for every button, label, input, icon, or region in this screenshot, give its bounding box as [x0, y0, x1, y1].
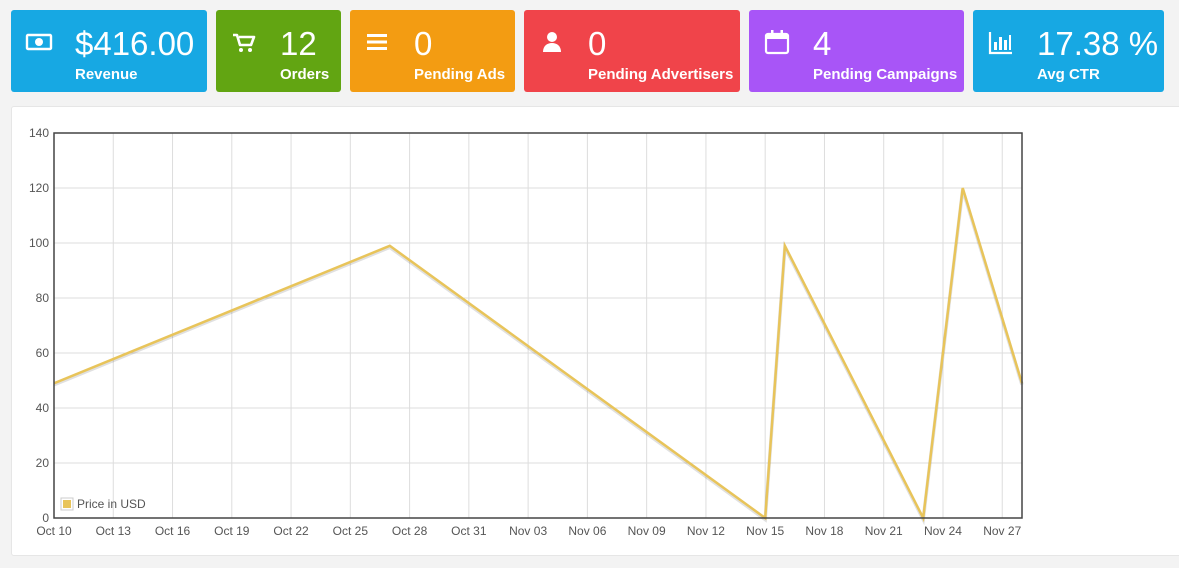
pending-campaigns-label: Pending Campaigns — [813, 66, 958, 83]
x-tick-label: Nov 09 — [628, 524, 666, 538]
series-line — [53, 187, 1024, 523]
x-tick-label: Oct 10 — [36, 524, 72, 538]
legend-swatch — [63, 500, 71, 508]
x-tick-label: Oct 22 — [273, 524, 309, 538]
x-tick-label: Nov 21 — [865, 524, 903, 538]
x-tick-label: Nov 27 — [983, 524, 1021, 538]
x-tick-label: Oct 31 — [451, 524, 487, 538]
y-tick-label: 60 — [36, 346, 50, 360]
cart-icon — [233, 33, 256, 52]
x-tick-label: Oct 25 — [333, 524, 369, 538]
y-tick-label: 80 — [36, 291, 50, 305]
chart-legend: Price in USD — [60, 497, 146, 511]
orders-label: Orders — [280, 66, 330, 83]
avg-ctr-tile[interactable]: 17.38 % Avg CTR — [973, 10, 1164, 92]
chart-panel: 0 20 40 60 80 100 120 140 Oct 10 Oct 13 Oct 16 Oct… — [11, 106, 1179, 556]
x-tick-label: Oct 19 — [214, 524, 250, 538]
revenue-tile[interactable]: $416.00 Revenue — [11, 10, 207, 92]
chart-series — [53, 187, 1024, 526]
plot-frame — [53, 132, 1023, 519]
y-tick-label: 120 — [29, 181, 49, 195]
y-axis: 0 20 40 60 80 100 120 140 — [29, 126, 49, 525]
avg-ctr-value: 17.38 % — [1037, 25, 1159, 62]
calendar-icon — [764, 30, 790, 55]
legend-label: Price in USD — [77, 497, 146, 511]
x-axis: Oct 10 Oct 13 Oct 16 Oct 19 Oct 22 Oct 25 Oct … — [36, 524, 1021, 538]
pending-ads-value: 0 — [414, 25, 433, 62]
x-tick-label: Oct 16 — [155, 524, 191, 538]
y-tick-label: 0 — [42, 511, 49, 525]
bar-chart-icon — [988, 32, 1012, 55]
revenue-value: $416.00 — [75, 25, 195, 62]
pending-campaigns-value: 4 — [813, 25, 832, 62]
avg-ctr-label: Avg CTR — [1037, 66, 1100, 83]
pending-ads-label: Pending Ads — [414, 66, 506, 83]
x-tick-label: Nov 18 — [805, 524, 843, 538]
y-tick-label: 20 — [36, 456, 50, 470]
x-tick-label: Oct 28 — [392, 524, 428, 538]
x-tick-label: Oct 13 — [96, 524, 132, 538]
pending-ads-tile[interactable]: 0 Pending Ads — [350, 10, 515, 92]
orders-tile[interactable]: 12 Orders — [216, 10, 341, 92]
x-tick-label: Nov 03 — [509, 524, 547, 538]
orders-value: 12 — [280, 25, 317, 62]
pending-advertisers-label: Pending Advertisers — [588, 66, 734, 83]
user-icon — [543, 32, 561, 52]
pending-campaigns-tile[interactable]: 4 Pending Campaigns — [749, 10, 964, 92]
x-tick-label: Nov 15 — [746, 524, 784, 538]
revenue-label: Revenue — [75, 66, 138, 83]
money-icon — [25, 33, 53, 51]
x-tick-label: Nov 06 — [568, 524, 606, 538]
y-tick-label: 100 — [29, 236, 49, 250]
list-icon — [367, 34, 387, 50]
y-tick-label: 140 — [29, 126, 49, 140]
y-tick-label: 40 — [36, 401, 50, 415]
x-tick-label: Nov 12 — [687, 524, 725, 538]
pending-advertisers-value: 0 — [588, 25, 607, 62]
x-tick-label: Nov 24 — [924, 524, 962, 538]
pending-advertisers-tile[interactable]: 0 Pending Advertisers — [524, 10, 740, 92]
